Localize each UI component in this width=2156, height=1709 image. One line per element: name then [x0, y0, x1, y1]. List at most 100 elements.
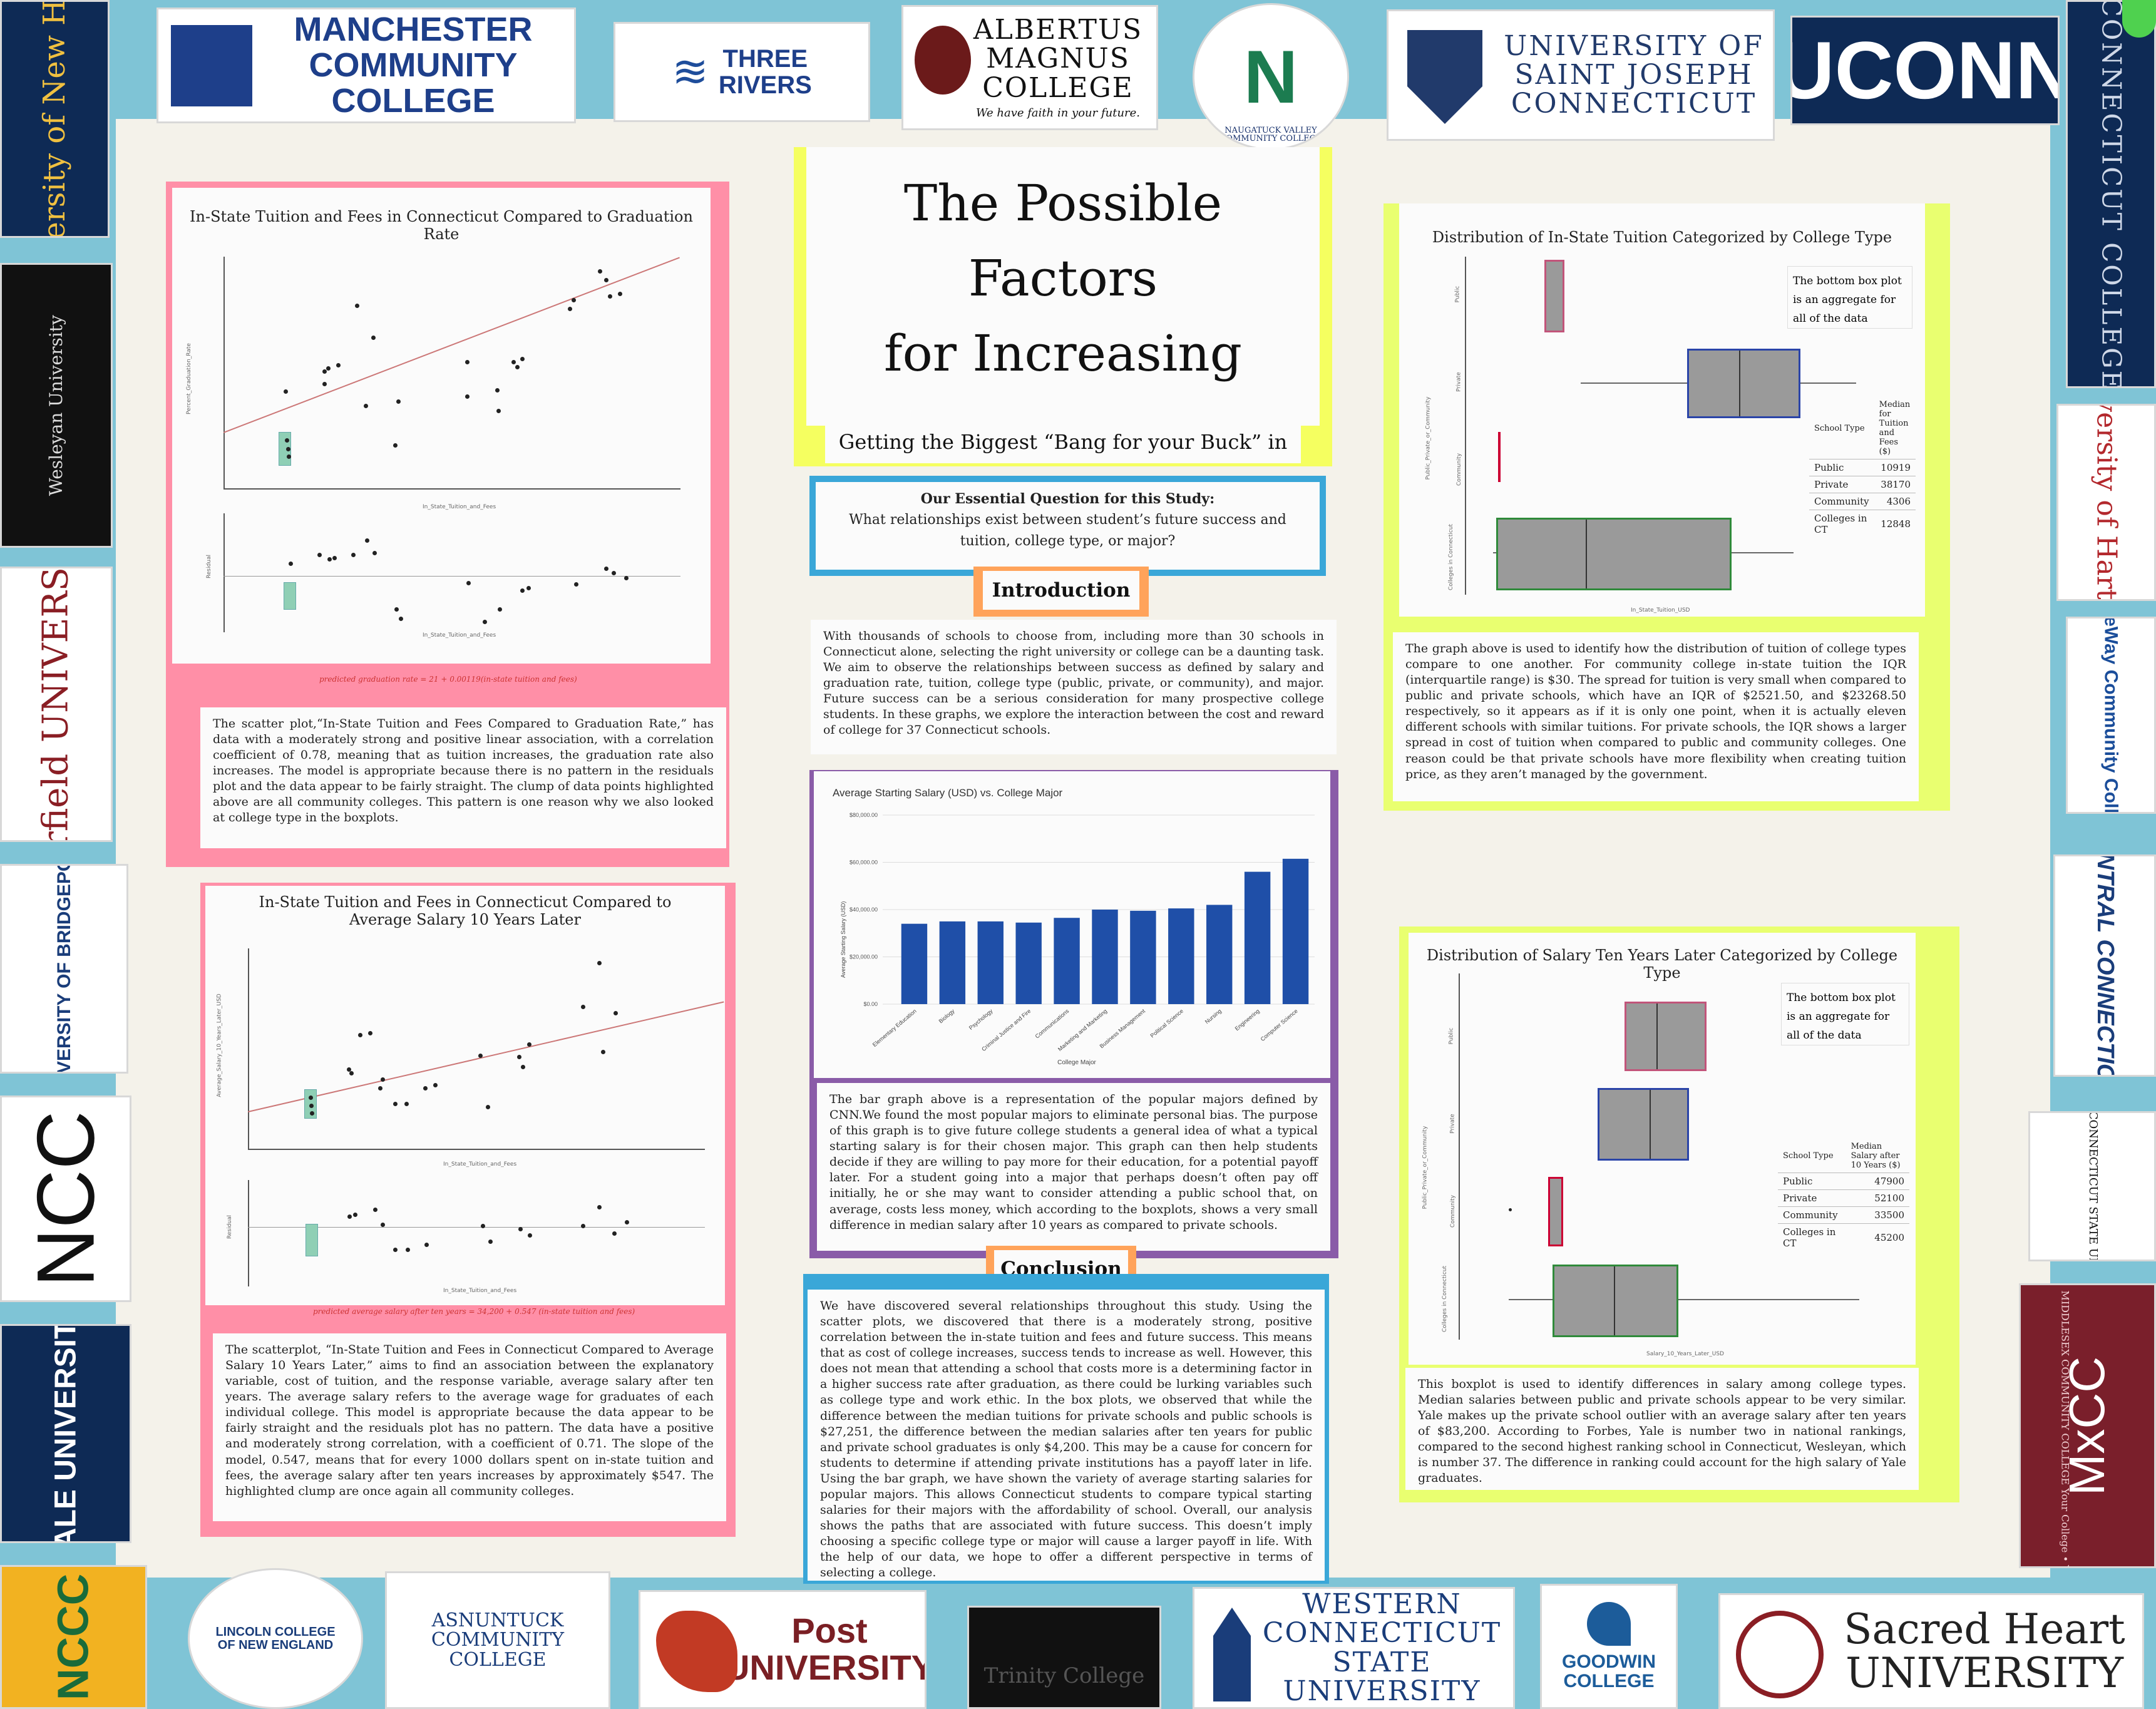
boxplot2-ylabel: Public_Private_or_Community: [1422, 1126, 1429, 1209]
bar-chart-xlabel: College Major: [1057, 1059, 1096, 1066]
scatter1-resid-xlabel: In_State_Tuition_and_Fees: [423, 632, 496, 639]
introduction-text: With thousands of schools to choose from…: [811, 620, 1337, 754]
bar: [1130, 910, 1156, 1004]
scatter2-y-axis: [248, 948, 249, 1149]
logo-sacred-heart: Sacred Heart UNIVERSITY: [1718, 1593, 2144, 1709]
logo-central-connecticut: CENTRAL CONNECTICUT: [2053, 854, 2156, 1077]
question-heading: Our Essential Question for this Study:: [920, 491, 1215, 507]
logo-nccc: NCCC: [0, 1565, 147, 1709]
boxplot1-row-public: Public: [1454, 285, 1461, 303]
scatter2-regression-line: [248, 1001, 724, 1112]
bar-chart-caption: The bar graph above is a representation …: [817, 1083, 1330, 1251]
boxplot1-note: The bottom box plot is an aggregate for …: [1787, 266, 1912, 329]
scatter2-caption: The scatterplot, “In-State Tuition and F…: [213, 1333, 726, 1521]
seal-icon: [1736, 1611, 1824, 1698]
logo-manchester: MANCHESTER COMMUNITY COLLEGE: [157, 8, 576, 123]
y-tick-label: $0.00: [863, 1001, 878, 1007]
leaf-icon: [1587, 1601, 1631, 1646]
boxplot1-public-box: [1544, 260, 1564, 332]
title-line-1: The Possible Factors: [903, 174, 1223, 307]
subtitle-card: Getting the Biggest “Bang for your Buck”…: [825, 421, 1301, 496]
scatter2-xlabel: In_State_Tuition_and_Fees: [443, 1161, 517, 1168]
scatter1-regression-line: [223, 257, 680, 433]
y-tick-label: $80,000.00: [850, 812, 878, 818]
scatter2-title: In-State Tuition and Fees in Connecticut…: [259, 893, 672, 928]
logo-lincoln-college: LINCOLN COLLEGE OF NEW ENGLAND: [188, 1568, 363, 1709]
logo-fairfield: Fairfield UNIVERSITY: [0, 567, 113, 842]
boxplot2-xlabel: Salary_10_Years_Later_USD: [1646, 1351, 1724, 1357]
conclusion-text: We have discovered several relationships…: [808, 1290, 1325, 1581]
y-tick-label: $60,000.00: [850, 860, 878, 866]
scatter1-y-axis: [223, 257, 225, 488]
boxplot2-all-whisker: [1509, 1299, 1859, 1300]
table-row: Private 38170: [1809, 476, 1916, 493]
bar: [901, 923, 928, 1004]
scatter2-x-axis: [248, 1149, 705, 1150]
bar: [1015, 922, 1042, 1004]
table-row: Colleges in CT 45200: [1778, 1223, 1909, 1251]
boxplot1-table-header-type: School Type: [1814, 423, 1865, 433]
boxplot2-all-box: [1553, 1265, 1678, 1337]
boxplot2-table-header-type: School Type: [1783, 1151, 1834, 1161]
bar: [977, 921, 1004, 1004]
bar: [1092, 910, 1118, 1004]
boxplot1-ylabel: Public_Private_or_Community: [1425, 396, 1432, 480]
table-row: Public 10919: [1809, 459, 1916, 476]
boxplot2-row-community: Community: [1450, 1194, 1457, 1228]
scatter1-x-axis: [223, 488, 680, 490]
boxplot1-chart: Distribution of In-State Tuition Categor…: [1399, 203, 1925, 617]
logo-albertus-magnus: ALBERTUS MAGNUS COLLEGE We have faith in…: [901, 5, 1158, 130]
boxplot1-y-axis: [1465, 257, 1466, 595]
logo-wesleyan: Wesleyan University: [0, 263, 113, 548]
boxplot2-community-box: [1548, 1177, 1563, 1246]
boxplot1-title: Distribution of In-State Tuition Categor…: [1432, 228, 1892, 246]
scatter1-resid-zero: [223, 576, 680, 577]
x-tick-label: Computer Science: [1260, 1008, 1299, 1042]
boxplot2-note: The bottom box plot is an aggregate for …: [1781, 983, 1909, 1045]
logo-bridgeport: UNIVERSITY OF BRIDGEPORT: [0, 864, 128, 1074]
scatter2-equation: predicted average salary after ten years…: [313, 1307, 635, 1316]
boxplot2-public-box: [1625, 1002, 1707, 1071]
scatter2-resid-zero: [248, 1227, 705, 1228]
boxplot2-row-all: Colleges in Connecticut: [1442, 1265, 1449, 1333]
logo-ncc: NCC: [0, 1096, 131, 1302]
building-icon: [171, 25, 252, 106]
introduction-heading: Introduction: [992, 579, 1131, 602]
x-tick-label: Communications: [1034, 1008, 1070, 1040]
scatter2-resid-y-axis: [248, 1180, 249, 1286]
table-row: Community 4306: [1809, 493, 1916, 510]
scatter1-resid-cluster-highlight: [284, 582, 296, 610]
bar-chart-ylabel: Average Starting Salary (USD): [840, 901, 846, 978]
crest-icon: [915, 26, 971, 95]
bar-chart-card: Average Starting Salary (USD) vs. Colleg…: [814, 771, 1330, 1078]
logo-uconn: UCONN: [1790, 16, 2060, 125]
boxplot1-xlabel: In_State_Tuition_USD: [1631, 607, 1690, 613]
boxplot2-caption: This boxplot is used to identify differe…: [1405, 1368, 1919, 1490]
boxplot2-community-outlier: [1509, 1208, 1512, 1211]
scatter2-resid-xlabel: In_State_Tuition_and_Fees: [443, 1288, 517, 1294]
bar-chart-title: Average Starting Salary (USD) vs. Colleg…: [833, 787, 1063, 799]
boxplot1-private-box: [1687, 349, 1800, 418]
logo-gateway: GateWay Community College: [2066, 617, 2156, 814]
boxplot1-all-box: [1496, 518, 1732, 590]
boxplot2-row-private: Private: [1449, 1114, 1456, 1134]
tower-icon: [1213, 1608, 1251, 1701]
bar: [1244, 871, 1271, 1004]
waves-icon: ≋: [672, 46, 709, 98]
bar: [1206, 905, 1233, 1004]
scatter1-ylabel: Percent_Graduation_Rate: [185, 343, 192, 414]
scatter1-caption: The scatter plot,“In-State Tuition and F…: [200, 707, 726, 848]
x-tick-label: Psychology: [968, 1008, 994, 1032]
boxplot1-table-header-median: Median for Tuition and Fees ($): [1879, 400, 1911, 456]
scatter1-title: In-State Tuition and Fees in Connecticut…: [190, 208, 693, 243]
scatter1-resid-y-axis: [223, 513, 225, 632]
question-text: What relationships exist between student…: [849, 512, 1286, 549]
scatter2-resid-label: Residual: [227, 1214, 234, 1239]
letter-n-icon: N: [1243, 34, 1298, 119]
boxplot2-title: Distribution of Salary Ten Years Later C…: [1426, 947, 1898, 982]
logo-western-connecticut: WESTERN CONNECTICUT STATE UNIVERSITY: [1193, 1587, 1515, 1709]
boxplot1-community-box: [1498, 432, 1501, 482]
logo-trinity-college: Trinity College: [967, 1606, 1161, 1709]
y-tick-label: $40,000.00: [850, 906, 878, 913]
boxplot1-median-table: School Type Median for Tuition and Fees (…: [1809, 398, 1916, 538]
